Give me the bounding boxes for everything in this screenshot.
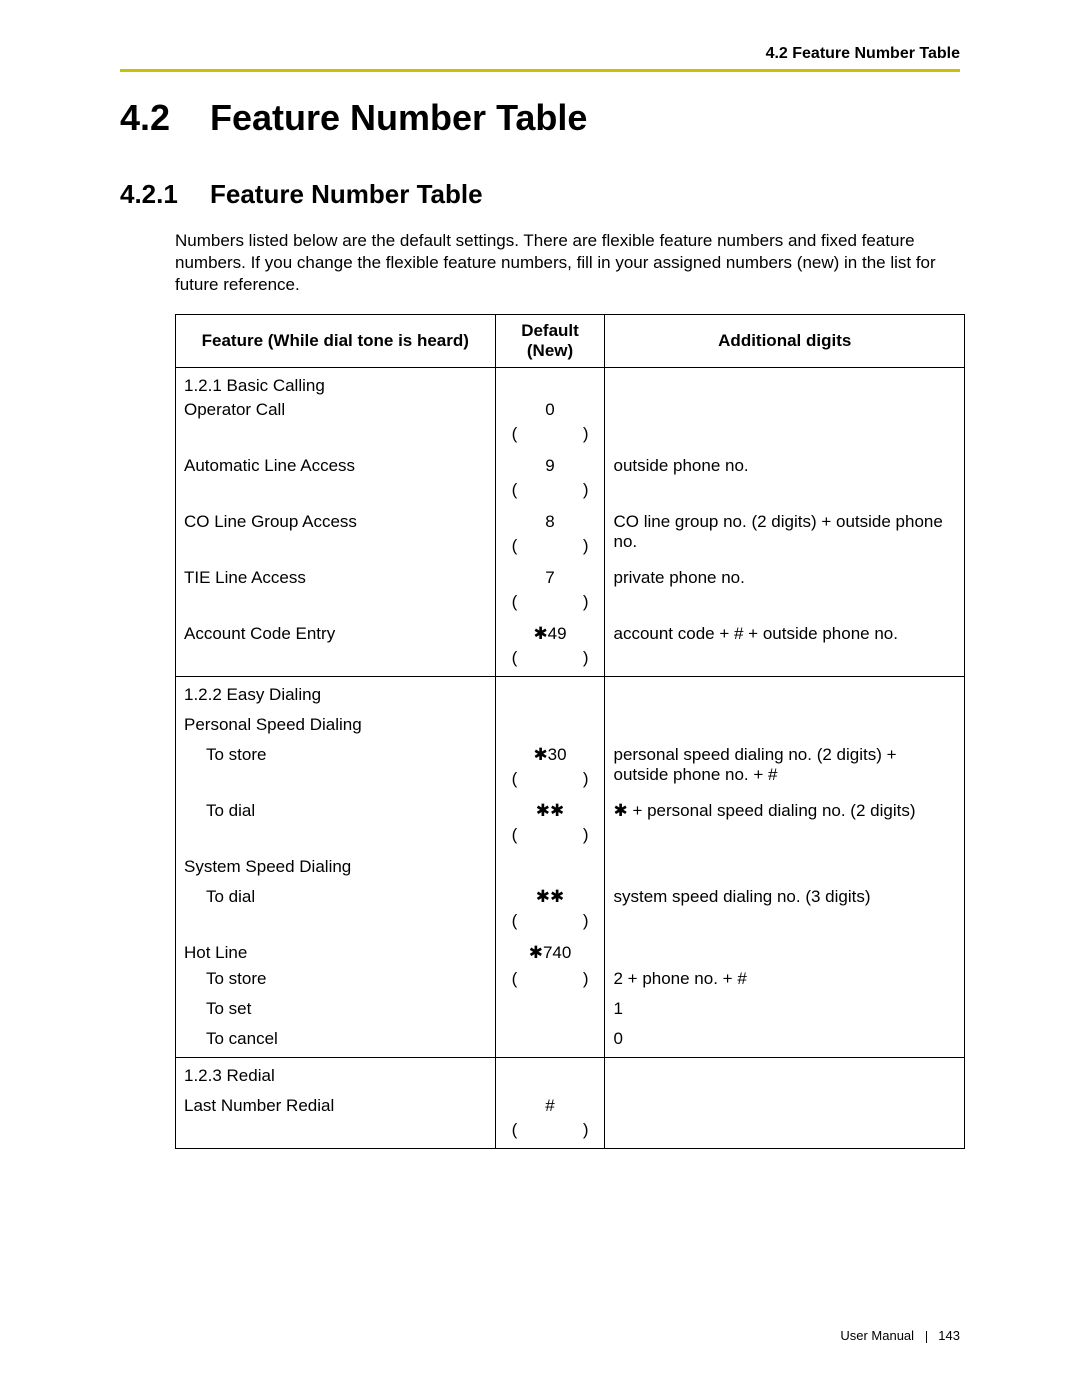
cell-feature: To cancel xyxy=(176,1021,496,1058)
table-row: 1.2.2 Easy Dialing xyxy=(176,677,965,708)
new-value-blank: () xyxy=(495,590,605,614)
cell-additional: 1 xyxy=(605,991,965,1021)
page-footer: User Manual 143 xyxy=(840,1328,960,1343)
cell-feature: Account Code Entry xyxy=(176,614,496,646)
heading-2-title: Feature Number Table xyxy=(210,179,483,210)
cell-feature: CO Line Group Access xyxy=(176,502,496,534)
cell-default: 9 xyxy=(495,446,605,478)
cell-feature: Hot Line xyxy=(176,933,496,965)
table-row: To dial ✱✱ system speed dialing no. (3 d… xyxy=(176,879,965,909)
table-row: To dial ✱✱ ✱ + personal speed dialing no… xyxy=(176,791,965,823)
cell-default: 0 xyxy=(495,398,605,422)
table-row: TIE Line Access 7 private phone no. xyxy=(176,558,965,590)
cell-feature: To dial xyxy=(176,791,496,823)
cell-additional: outside phone no. xyxy=(605,446,965,478)
cell-additional: account code + # + outside phone no. xyxy=(605,614,965,646)
table-row: To cancel 0 xyxy=(176,1021,965,1058)
new-value-blank: () xyxy=(495,767,605,791)
header-rule xyxy=(120,69,960,72)
page: 4.2 Feature Number Table 4.2 Feature Num… xyxy=(0,0,1080,1397)
cell-feature: Automatic Line Access xyxy=(176,446,496,478)
heading-1-number: 4.2 xyxy=(120,97,210,139)
table-row: Automatic Line Access 9 outside phone no… xyxy=(176,446,965,478)
table-row: 1.2.3 Redial xyxy=(176,1058,965,1089)
new-value-blank: () xyxy=(495,965,605,991)
new-value-blank: () xyxy=(495,422,605,446)
table-row: Account Code Entry ✱49 account code + # … xyxy=(176,614,965,646)
cell-feature: To store xyxy=(176,965,496,991)
header-section-ref: 4.2 Feature Number Table xyxy=(120,45,960,63)
table-row: () xyxy=(176,590,965,614)
heading-1: 4.2 Feature Number Table xyxy=(120,97,960,139)
footer-manual: User Manual xyxy=(840,1328,914,1343)
group1-title: 1.2.1 Basic Calling xyxy=(176,368,496,399)
cell-default: ✱✱ xyxy=(495,791,605,823)
table-row: CO Line Group Access 8 CO line group no.… xyxy=(176,502,965,534)
table-row: To store ✱30 personal speed dialing no. … xyxy=(176,737,965,767)
cell-feature: TIE Line Access xyxy=(176,558,496,590)
heading-2: 4.2.1 Feature Number Table xyxy=(120,179,960,210)
heading-1-title: Feature Number Table xyxy=(210,97,587,139)
cell-default: ✱49 xyxy=(495,614,605,646)
cell-default: 8 xyxy=(495,502,605,534)
cell-feature: To dial xyxy=(176,879,496,909)
cell-feature: To store xyxy=(176,737,496,767)
group3-title: 1.2.3 Redial xyxy=(176,1058,496,1089)
intro-paragraph: Numbers listed below are the default set… xyxy=(175,230,960,296)
th-default-l2: (New) xyxy=(527,341,573,360)
cell-feature: System Speed Dialing xyxy=(176,847,496,879)
new-value-blank: () xyxy=(495,646,605,677)
group2-title: 1.2.2 Easy Dialing xyxy=(176,677,496,708)
cell-default: ✱✱ xyxy=(495,879,605,909)
new-value-blank: () xyxy=(495,534,605,558)
feature-number-table: Feature (While dial tone is heard) Defau… xyxy=(175,314,965,1149)
table-row: Personal Speed Dialing xyxy=(176,707,965,737)
cell-additional: CO line group no. (2 digits) + outside p… xyxy=(605,502,965,558)
cell-feature: Last Number Redial xyxy=(176,1088,496,1118)
cell-additional xyxy=(605,1088,965,1118)
table-row: Hot Line ✱740 xyxy=(176,933,965,965)
table-row: () xyxy=(176,1118,965,1149)
cell-additional: system speed dialing no. (3 digits) xyxy=(605,879,965,909)
table-row: To store () 2 + phone no. + # xyxy=(176,965,965,991)
new-value-blank: () xyxy=(495,478,605,502)
cell-default: ✱740 xyxy=(495,933,605,965)
cell-additional: 0 xyxy=(605,1021,965,1058)
table-row: () xyxy=(176,422,965,446)
cell-feature: Operator Call xyxy=(176,398,496,422)
cell-default: ✱30 xyxy=(495,737,605,767)
cell-feature: Personal Speed Dialing xyxy=(176,707,496,737)
table-row: () xyxy=(176,646,965,677)
table-row: () xyxy=(176,823,965,847)
new-value-blank: () xyxy=(495,823,605,847)
heading-2-number: 4.2.1 xyxy=(120,179,210,210)
table-row: () xyxy=(176,478,965,502)
table-row: 1.2.1 Basic Calling xyxy=(176,368,965,399)
cell-additional: ✱ + personal speed dialing no. (2 digits… xyxy=(605,791,965,823)
new-value-blank: () xyxy=(495,1118,605,1149)
cell-default: 7 xyxy=(495,558,605,590)
cell-additional: private phone no. xyxy=(605,558,965,590)
table-row: () xyxy=(176,909,965,933)
table-row: To set 1 xyxy=(176,991,965,1021)
footer-separator xyxy=(926,1331,927,1343)
th-default-l1: Default xyxy=(521,321,579,340)
th-additional: Additional digits xyxy=(605,315,965,368)
table-row: Last Number Redial # xyxy=(176,1088,965,1118)
cell-additional: personal speed dialing no. (2 digits) + … xyxy=(605,737,965,791)
th-default: Default (New) xyxy=(495,315,605,368)
table-row: System Speed Dialing xyxy=(176,847,965,879)
cell-feature: To set xyxy=(176,991,496,1021)
cell-additional xyxy=(605,398,965,422)
cell-default: # xyxy=(495,1088,605,1118)
footer-page-number: 143 xyxy=(938,1328,960,1343)
table-row: Operator Call 0 xyxy=(176,398,965,422)
cell-additional: 2 + phone no. + # xyxy=(605,965,965,991)
new-value-blank: () xyxy=(495,909,605,933)
th-feature: Feature (While dial tone is heard) xyxy=(176,315,496,368)
